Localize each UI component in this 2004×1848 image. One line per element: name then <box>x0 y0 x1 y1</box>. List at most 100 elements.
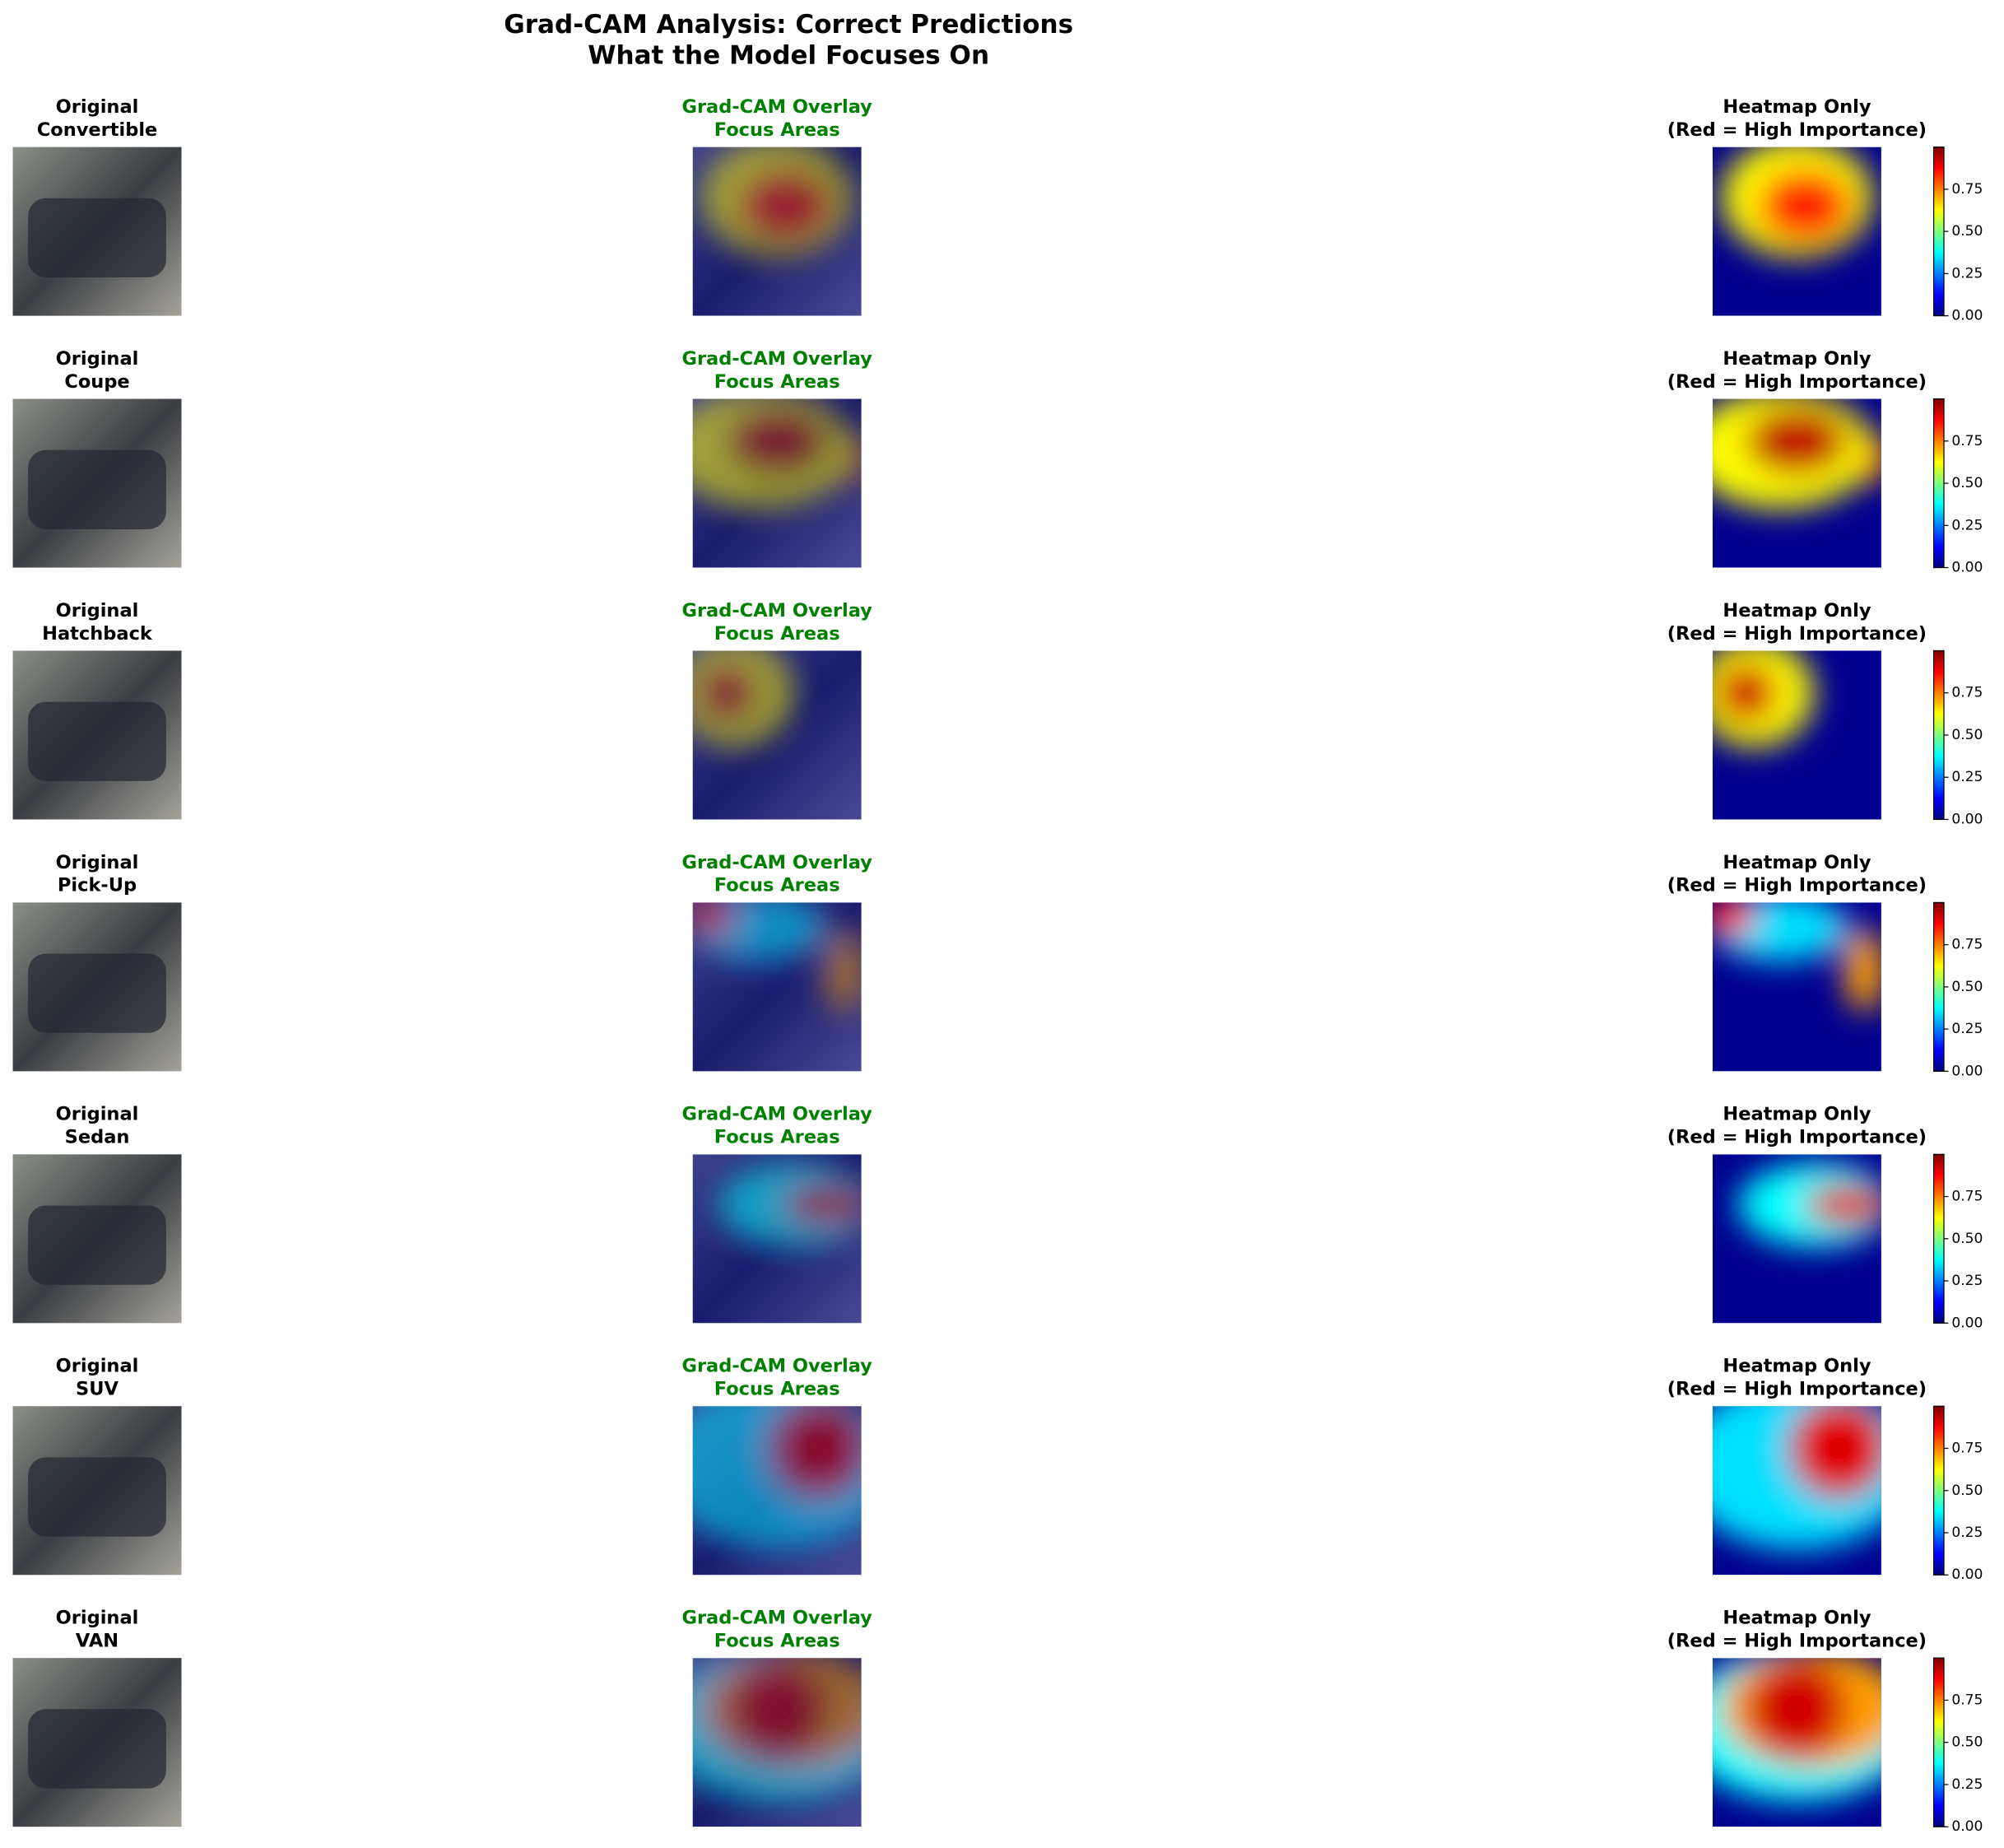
panel-title: Pick-Up <box>58 875 137 896</box>
colorbar-tick-label: 0.75 <box>1951 181 1983 198</box>
hotspots <box>692 1406 862 1550</box>
hotspots <box>692 650 794 747</box>
panel-title: Original <box>56 348 139 370</box>
panel-title: Focus Areas <box>714 1127 840 1148</box>
panel-title: Focus Areas <box>714 875 840 896</box>
panel-title: Heatmap Only <box>1723 96 1871 118</box>
heatmap-image <box>1712 1154 1881 1324</box>
panel-title: Hatchback <box>42 623 153 645</box>
hotspots <box>1712 398 1881 509</box>
overlay-image <box>692 1154 862 1324</box>
panel-title: Focus Areas <box>714 119 840 141</box>
hotspots <box>1712 902 1881 1012</box>
hotspots <box>1721 147 1873 257</box>
hotspot <box>726 407 828 475</box>
panel-title: Heatmap Only <box>1723 852 1871 873</box>
hotspots <box>1712 1406 1881 1550</box>
hotspot <box>824 928 862 1012</box>
colorbar-tick-label: 0.25 <box>1951 1273 1983 1289</box>
colorbar-tick-label: 0.50 <box>1951 979 1983 995</box>
heatmap-image <box>1712 650 1881 820</box>
heatmap-image <box>1712 147 1881 316</box>
hotspot <box>726 1658 828 1760</box>
panel-title: Heatmap Only <box>1723 1356 1871 1377</box>
colorbar-tick-label: 0.25 <box>1951 1524 1983 1541</box>
heatmap-image <box>1712 398 1881 568</box>
overlay-image <box>692 147 862 316</box>
car-shape <box>28 198 166 278</box>
panel-title: (Red = High Importance) <box>1667 875 1927 896</box>
colorbar-tick-label: 0.00 <box>1951 1315 1983 1331</box>
panel-title: Grad-CAM Overlay <box>681 96 872 118</box>
overlay-image <box>692 398 862 568</box>
title-line: What the Model Focuses On <box>588 40 989 70</box>
colorbar-tick-label: 0.25 <box>1951 1776 1983 1793</box>
panel-title: SUV <box>76 1379 119 1400</box>
panel-title: Focus Areas <box>714 371 840 393</box>
colorbar <box>1932 1153 1945 1324</box>
panel-title: (Red = High Importance) <box>1667 371 1927 393</box>
panel-title: Heatmap Only <box>1723 600 1871 621</box>
panel-title: Original <box>56 1608 139 1629</box>
panel-title: (Red = High Importance) <box>1667 623 1927 645</box>
hotspots <box>1712 1658 1881 1802</box>
panel-title: Focus Areas <box>714 1379 840 1400</box>
colorbar-tick-label: 0.75 <box>1951 1441 1983 1457</box>
panel-title: Grad-CAM Overlay <box>681 852 872 873</box>
overlay-image <box>692 902 862 1072</box>
hotspots <box>718 1162 862 1248</box>
car-shape <box>28 701 166 781</box>
title-line: Grad-CAM Analysis: Correct Predictions <box>504 10 1073 40</box>
colorbar-tick-label: 0.75 <box>1951 685 1983 701</box>
panel-title: (Red = High Importance) <box>1667 1631 1927 1652</box>
car-shape <box>28 1457 166 1537</box>
panel-title: (Red = High Importance) <box>1667 1379 1927 1400</box>
hotspot <box>1844 928 1881 1012</box>
hotspots <box>700 147 853 257</box>
overlay-image <box>692 1406 862 1576</box>
colorbar-tick-label: 0.50 <box>1951 1483 1983 1499</box>
colorbar-tick-label: 0.00 <box>1951 308 1983 324</box>
colorbar-tick-label: 0.75 <box>1951 937 1983 953</box>
panel-title: Original <box>56 600 139 621</box>
panel-title: Grad-CAM Overlay <box>681 1104 872 1125</box>
panel-title: VAN <box>76 1631 119 1652</box>
colorbar-tick-label: 0.75 <box>1951 1692 1983 1708</box>
hotspots <box>692 902 862 1012</box>
colorbar-tick-label: 0.50 <box>1951 475 1983 491</box>
colorbar <box>1932 147 1945 317</box>
colorbar-tick-label: 0.00 <box>1951 1063 1983 1079</box>
overlay-image <box>692 1658 862 1827</box>
heatmap-image <box>1712 1658 1881 1827</box>
hotspot <box>1805 1185 1881 1226</box>
hotspots <box>1712 650 1814 747</box>
panel-title: Focus Areas <box>714 1631 840 1652</box>
car-shape <box>28 449 166 529</box>
hotspot <box>785 1185 862 1226</box>
hotspot <box>695 662 757 724</box>
panel-title: (Red = High Importance) <box>1667 1127 1927 1148</box>
panel-title: Original <box>56 96 139 118</box>
panel-title: Original <box>56 852 139 873</box>
colorbar-tick-label: 0.00 <box>1951 1818 1983 1835</box>
panel-title: Grad-CAM Overlay <box>681 1608 872 1629</box>
panel-title: Grad-CAM Overlay <box>681 1356 872 1377</box>
panel-title: Heatmap Only <box>1723 348 1871 370</box>
panel-title: Coupe <box>64 371 129 393</box>
panel-title: Focus Areas <box>714 623 840 645</box>
hotspot <box>1712 902 1755 937</box>
panel-title: Original <box>56 1356 139 1377</box>
colorbar-tick-label: 0.00 <box>1951 811 1983 827</box>
colorbar-tick-label: 0.00 <box>1951 1566 1983 1583</box>
hotspot <box>1758 169 1853 244</box>
panel-title: Grad-CAM Overlay <box>681 600 872 621</box>
panel-title: Convertible <box>37 119 158 141</box>
colorbar <box>1932 1405 1945 1576</box>
car-shape <box>28 1205 166 1285</box>
hotspots <box>692 1658 862 1802</box>
panel-title: Original <box>56 1104 139 1125</box>
panel-title: Sedan <box>65 1127 130 1148</box>
colorbar <box>1932 1657 1945 1827</box>
hotspot <box>1746 407 1848 475</box>
